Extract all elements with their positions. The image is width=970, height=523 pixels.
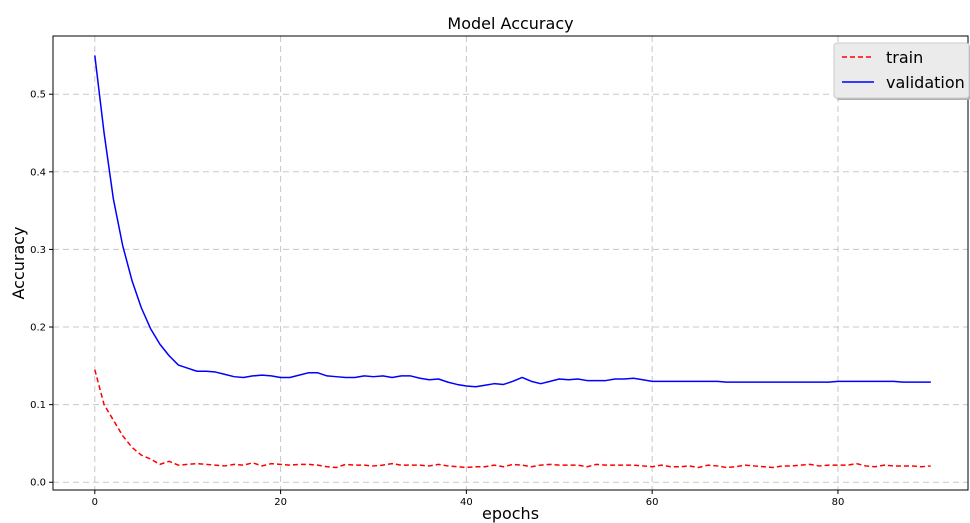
y-tick-label: 0.4 — [30, 167, 46, 178]
legend-label-validation: validation — [886, 73, 965, 92]
series-layer — [94, 55, 931, 469]
x-tick-label: 0 — [92, 497, 98, 508]
x-axis-label: epochs — [482, 504, 539, 523]
y-tick-label: 0.0 — [30, 478, 46, 489]
y-tick-label: 0.3 — [30, 245, 46, 256]
plot-frame — [52, 35, 969, 491]
y-tick-label: 0.1 — [30, 400, 46, 411]
x-tick-label: 80 — [832, 497, 845, 508]
ticks: 0 20 40 60 80 0.0 0.1 0.2 0.3 0.4 0.5 — [30, 90, 844, 508]
chart-title: Model Accuracy — [447, 14, 573, 33]
series-line-validation — [94, 55, 931, 388]
y-tick-label: 0.5 — [30, 90, 46, 101]
legend-label-train: train — [886, 48, 923, 67]
y-axis-label: Accuracy — [9, 226, 28, 299]
x-tick-label: 60 — [646, 497, 659, 508]
legend: train validation — [833, 42, 970, 100]
x-tick-label: 40 — [460, 497, 473, 508]
y-tick-label: 0.2 — [30, 323, 46, 334]
series-line-train — [94, 369, 931, 469]
x-tick-label: 20 — [274, 497, 287, 508]
grid — [53, 36, 968, 490]
